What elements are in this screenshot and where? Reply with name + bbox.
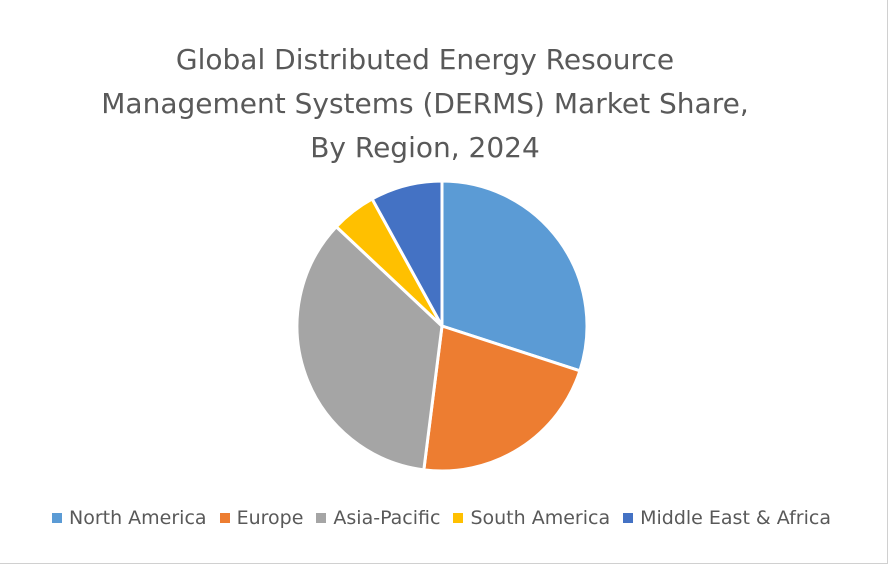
legend-label-asia-pacific: Asia-Pacific	[333, 507, 441, 529]
legend-swatch-middle-east-and-africa	[623, 513, 634, 523]
pie-slice-asia-pacific	[295, 225, 444, 472]
legend-label-south-america: South America	[470, 507, 611, 529]
pie-slice-north-america	[440, 179, 589, 373]
chart-title-line-1: Global Distributed Energy Resource	[175, 43, 675, 76]
pie-slice-middle-east-and-africa	[370, 179, 444, 328]
legend-item-asia-pacific: Asia-Pacific	[316, 507, 440, 529]
legend-item-north-america: North America	[52, 507, 207, 529]
chart-title-line-2: Management Systems (DERMS) Market Share,	[101, 87, 749, 120]
legend-swatch-asia-pacific	[316, 513, 327, 523]
legend-label-europe: Europe	[236, 507, 304, 529]
legend-item-south-america: South America	[453, 507, 610, 529]
legend-item-middle-east-and-africa: Middle East & Africa	[623, 507, 831, 529]
legend-swatch-north-america	[52, 513, 62, 523]
legend-item-europe: Europe	[219, 507, 304, 529]
legend-swatch-south-america	[453, 513, 464, 523]
legend-label-north-america: North America	[69, 507, 207, 529]
legend-swatch-europe	[219, 513, 230, 523]
chart-title-line-3: By Region, 2024	[310, 131, 540, 164]
legend-label-middle-east-and-africa: Middle East & Africa	[640, 507, 831, 529]
pie-slice-europe	[422, 324, 582, 473]
chart-title: Global Distributed Energy Resource Manag…	[0, 38, 850, 170]
chart-legend: North America Europe Asia-Pacific South Ame…	[52, 507, 844, 529]
